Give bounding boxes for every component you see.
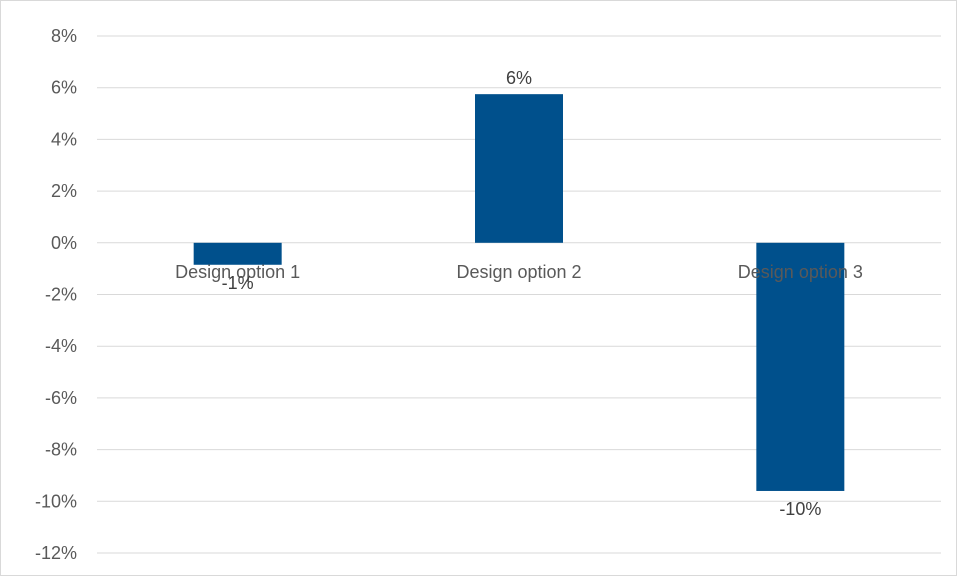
y-axis-ticks: 8% 6% 4% 2% 0% -2% -4% -6% -8% -10% -12%: [35, 26, 77, 563]
y-tick-label: 2%: [51, 181, 77, 201]
category-label: Design option 3: [738, 262, 863, 282]
x-axis-categories: Design option 1 Design option 2 Design opt…: [175, 262, 863, 282]
y-tick-label: -2%: [45, 285, 77, 305]
data-labels: -1% 6% -10%: [222, 68, 822, 519]
y-tick-label: 0%: [51, 233, 77, 253]
y-tick-label: -4%: [45, 336, 77, 356]
y-tick-label: -12%: [35, 543, 77, 563]
y-tick-label: -8%: [45, 440, 77, 460]
data-label: -10%: [779, 499, 821, 519]
gridlines: [97, 35, 941, 554]
bars: [193, 94, 845, 491]
data-label: 6%: [506, 68, 532, 88]
bar: [756, 242, 845, 491]
y-tick-label: 4%: [51, 129, 77, 149]
y-tick-label: -6%: [45, 388, 77, 408]
y-tick-label: 6%: [51, 78, 77, 98]
data-label: -1%: [222, 273, 254, 293]
y-tick-label: 8%: [51, 26, 77, 46]
bar: [475, 94, 563, 243]
bar: [193, 242, 282, 265]
category-label: Design option 1: [175, 262, 300, 282]
y-tick-label: -10%: [35, 491, 77, 511]
category-label: Design option 2: [456, 262, 581, 282]
